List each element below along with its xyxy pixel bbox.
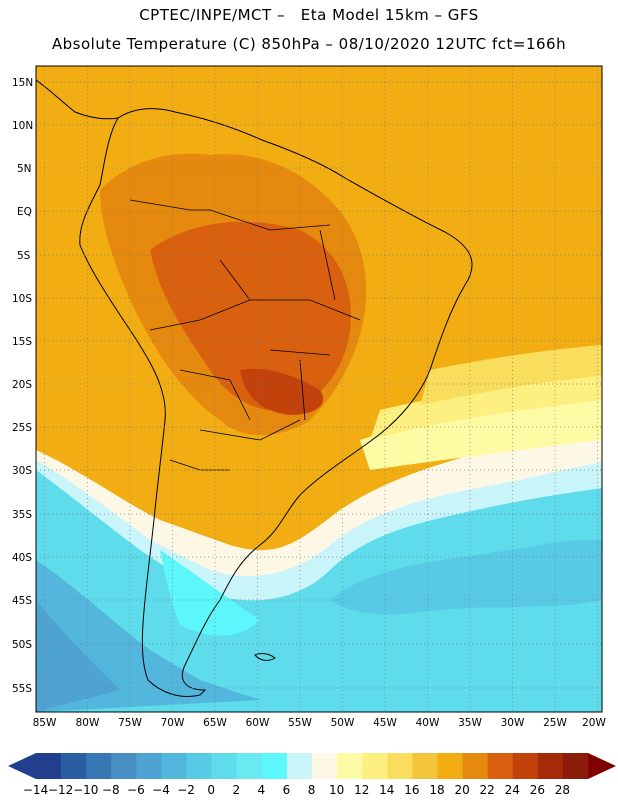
colorbar-cell (537, 753, 564, 779)
colorbar-cell (462, 753, 488, 779)
state-borders (209, 209, 361, 421)
colorbar-cell (437, 753, 463, 779)
lat-label: 25S (12, 422, 32, 434)
colorbar-label: 22 (480, 783, 495, 797)
colorbar-cell (236, 753, 263, 779)
lat-axis: 15N 10N 5N EQ 5S 10S 15S 20S 25S 30S 35S… (12, 77, 33, 695)
colorbar-label: 8 (308, 783, 316, 797)
field-neg6-neg4 (36, 600, 120, 712)
field-22-24 (240, 368, 324, 415)
colorbar-label: 2 (232, 783, 240, 797)
colorbar-label: −6 (127, 783, 145, 797)
field-0-2 (36, 470, 602, 712)
colorbar-cell (261, 753, 288, 779)
lat-label: 5S (17, 250, 31, 262)
colorbar-cell (387, 753, 413, 779)
lat-label: EQ (17, 206, 32, 218)
colorbar-cell (136, 753, 162, 779)
lat-label: 10N (12, 120, 33, 132)
colorbar-cell (312, 753, 338, 779)
colorbar: −14 −12 −10 −8 −6 −4 −2 0 2 4 6 8 10 12 14 16 18 20 22 24 26… (8, 753, 616, 797)
lat-label: 55S (12, 683, 32, 695)
colorbar-cell (512, 753, 539, 779)
colorbar-cell (61, 753, 87, 779)
colorbar-label: 14 (379, 783, 394, 797)
lat-label: 35S (12, 509, 32, 521)
colorbar-label: −14 (23, 783, 48, 797)
colorbar-cell (36, 753, 62, 779)
lat-label: 50S (12, 639, 32, 651)
country-borders (129, 199, 301, 471)
lon-label: 20W (582, 717, 606, 729)
colorbar-label: −4 (152, 783, 170, 797)
colorbar-label: 0 (207, 783, 215, 797)
lat-label: 45S (12, 595, 32, 607)
colorbar-label: −2 (177, 783, 195, 797)
lon-label: 45W (373, 717, 397, 729)
colorbar-cell (286, 753, 313, 779)
colorbar-label: 18 (429, 783, 444, 797)
lat-label: 40S (12, 552, 32, 564)
colorbar-label: 20 (454, 783, 469, 797)
colorbar-label: −10 (73, 783, 98, 797)
lon-label: 70W (161, 717, 185, 729)
map-title-line-1: CPTEC/INPE/MCT – Eta Model 15km – GFS (139, 6, 479, 24)
field-12-14 (420, 345, 602, 405)
colorbar-cell (562, 753, 589, 779)
field-neg2-0 (330, 539, 602, 615)
field-8-10 (360, 400, 602, 470)
colorbar-cell (362, 753, 388, 779)
lon-label: 40W (416, 717, 440, 729)
colorbar-label: 28 (555, 783, 570, 797)
colorbar-label: 12 (354, 783, 369, 797)
lon-axis: 85W 80W 75W 70W 65W 60W 55W 50W 45W 40W … (33, 717, 607, 729)
map-title-line-2: Absolute Temperature (C) 850hPa – 08/10/… (51, 35, 567, 53)
field-2-4 (160, 550, 260, 636)
colorbar-cell (161, 753, 187, 779)
colorbar-high-arrow (588, 753, 616, 779)
temperature-field (36, 66, 602, 712)
falkland-islands (254, 653, 276, 661)
lat-label: 15N (12, 77, 33, 89)
colorbar-cell (211, 753, 238, 779)
colorbar-cell (412, 753, 438, 779)
colorbar-cell (337, 753, 363, 779)
lon-label: 65W (203, 717, 227, 729)
lon-label: 75W (118, 717, 142, 729)
colorbar-label: 24 (505, 783, 520, 797)
colorbar-label: −12 (48, 783, 73, 797)
lat-label: 20S (12, 379, 32, 391)
lon-label: 25W (543, 717, 567, 729)
colorbar-low-arrow (8, 753, 36, 779)
colorbar-cell (86, 753, 112, 779)
lat-label: 10S (12, 293, 32, 305)
colorbar-cell (111, 753, 137, 779)
colorbar-label: 16 (404, 783, 419, 797)
lat-label: 5N (17, 163, 32, 175)
colorbar-label: −8 (102, 783, 120, 797)
lon-label: 50W (331, 717, 355, 729)
lon-label: 55W (288, 717, 312, 729)
lon-label: 60W (246, 717, 270, 729)
colorbar-cell (487, 753, 514, 779)
map-frame (35, 65, 603, 713)
lon-label: 85W (33, 717, 57, 729)
lon-label: 80W (76, 717, 100, 729)
lat-label: 15S (12, 336, 32, 348)
colorbar-label: 10 (329, 783, 344, 797)
lon-label: 30W (501, 717, 525, 729)
colorbar-cell (186, 753, 212, 779)
colorbar-label: 6 (283, 783, 291, 797)
lon-label: 35W (458, 717, 482, 729)
field-10-12 (370, 375, 602, 440)
colorbar-label: 26 (530, 783, 545, 797)
central-america-coastline (36, 79, 119, 120)
colorbar-label: 4 (258, 783, 266, 797)
lat-label: 30S (12, 465, 32, 477)
